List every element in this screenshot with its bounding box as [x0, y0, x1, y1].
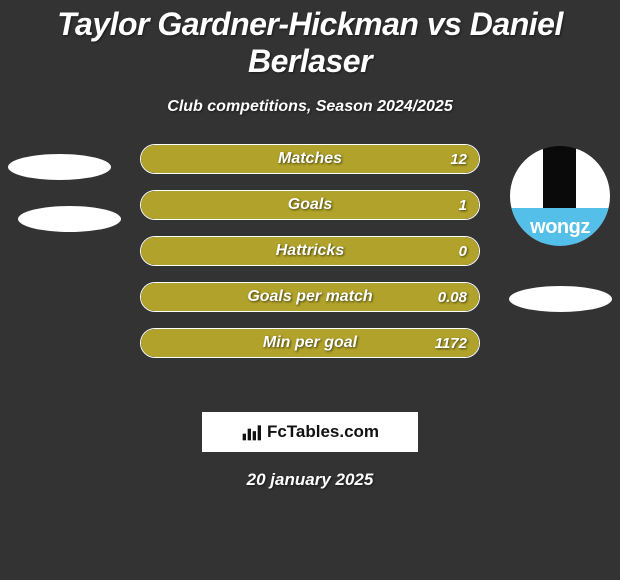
stat-right-value: 12	[450, 151, 467, 168]
stat-label: Hattricks	[276, 242, 344, 260]
stat-right-value: 0	[459, 243, 467, 260]
stat-label: Min per goal	[263, 334, 357, 352]
stats-area: wongz Matches 12 Goals 1 Hattricks 0	[0, 144, 620, 404]
stat-right-value: 1172	[435, 335, 467, 352]
ellipse-shape	[509, 286, 612, 312]
stat-row-hattricks: Hattricks 0	[140, 236, 480, 266]
bar-chart-icon	[241, 422, 261, 442]
subtitle: Club competitions, Season 2024/2025	[0, 98, 620, 116]
brand-text: FcTables.com	[267, 422, 379, 442]
page-title: Taylor Gardner-Hickman vs Daniel Berlase…	[0, 0, 620, 80]
brand-badge[interactable]: FcTables.com	[202, 412, 418, 452]
ellipse-shape	[18, 206, 121, 232]
player-right-avatar: wongz	[510, 146, 610, 246]
stat-label: Goals	[288, 196, 332, 214]
shirt-sponsor-text: wongz	[510, 208, 610, 246]
stat-right-value: 0.08	[438, 289, 467, 306]
stat-bars: Matches 12 Goals 1 Hattricks 0 Goals per…	[140, 144, 480, 374]
stat-label: Goals per match	[247, 288, 372, 306]
stat-row-goals: Goals 1	[140, 190, 480, 220]
comparison-card: Taylor Gardner-Hickman vs Daniel Berlase…	[0, 0, 620, 580]
stat-right-value: 1	[459, 197, 467, 214]
ellipse-shape	[8, 154, 111, 180]
stat-row-matches: Matches 12	[140, 144, 480, 174]
stat-label: Matches	[278, 150, 342, 168]
stat-row-min-per-goal: Min per goal 1172	[140, 328, 480, 358]
stat-row-goals-per-match: Goals per match 0.08	[140, 282, 480, 312]
snapshot-date: 20 january 2025	[0, 470, 620, 490]
